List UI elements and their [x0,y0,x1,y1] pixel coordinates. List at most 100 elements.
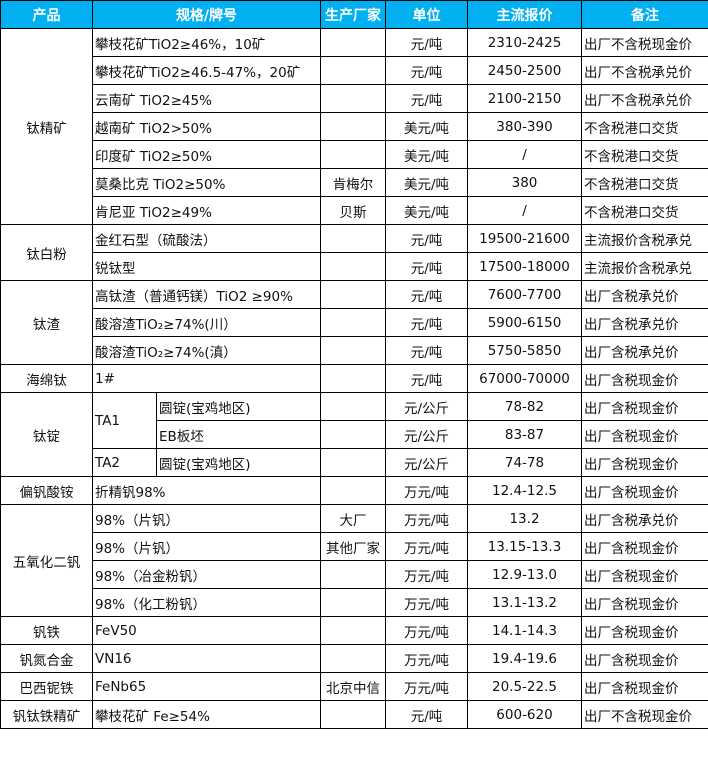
unit-cell: 元/吨 [385,364,468,393]
product-cell: 五氧化二钒 [0,504,93,617]
product-cell: 钛锭 [0,392,93,477]
table-row: 锐钛型 元/吨 17500-18000 主流报价含税承兑 [1,252,708,281]
product-cell: 钛精矿 [0,28,93,225]
header-unit: 单位 [385,0,468,29]
price-cell: 67000-70000 [467,364,582,393]
table-row: 钒铁 FeV50 万元/吨 14.1-14.3 出厂含税现金价 [0,616,708,645]
spec-cell: 98%（片钒） [92,532,321,561]
maker-cell [320,336,386,365]
spec-cell: 金红石型（硫酸法） [92,224,321,253]
header-row: 产品 规格/牌号 生产厂家 单位 主流报价 备注 [0,0,708,29]
note-cell: 出厂含税承兑价 [581,280,708,309]
product-cell: 钒氮合金 [0,644,93,673]
header-spec: 规格/牌号 [92,0,321,29]
maker-cell [320,448,386,477]
maker-cell [320,560,386,589]
unit-cell: 万元/吨 [385,672,468,701]
table-row: TA2 圆锭(宝鸡地区) 元/公斤 74-78 出厂含税现金价 [1,448,708,477]
price-cell: 2450-2500 [467,56,582,85]
unit-cell: 元/吨 [385,224,468,253]
price-cell: 12.9-13.0 [467,560,582,589]
table-row: 越南矿 TiO2>50% 美元/吨 380-390 不含税港口交货 [1,112,708,141]
maker-cell [320,84,386,113]
unit-cell: 美元/吨 [385,168,468,197]
product-cell: 海绵钛 [0,364,93,393]
grade-cell: TA2 [92,448,157,477]
note-cell: 出厂含税现金价 [581,560,708,589]
product-cell: 钛渣 [0,280,93,365]
spec-cell: 圆锭(宝鸡地区) [156,448,321,477]
price-cell: 5900-6150 [467,308,582,337]
unit-cell: 万元/吨 [385,644,468,673]
unit-cell: 万元/吨 [385,560,468,589]
table-row: 巴西铌铁 FeNb65 北京中信 万元/吨 20.5-22.5 出厂含税现金价 [0,672,708,701]
table-row: 钒钛铁精矿 攀枝花矿 Fe≥54% 元/吨 600-620 出厂不含税现金价 [0,700,708,729]
header-maker: 生产厂家 [320,0,386,29]
price-cell: 13.2 [467,504,582,533]
table-row: 肯尼亚 TiO2≥49% 贝斯 美元/吨 / 不含税港口交货 [1,196,708,225]
price-cell: 600-620 [467,700,582,729]
table-row: 莫桑比克 TiO2≥50% 肯梅尔 美元/吨 380 不含税港口交货 [1,168,708,197]
spec-cell: 98%（冶金粉钒） [92,560,321,589]
table-row: 偏钒酸铵 折精钒98% 万元/吨 12.4-12.5 出厂含税现金价 [0,476,708,505]
note-cell: 出厂含税现金价 [581,420,708,449]
note-cell: 不含税港口交货 [581,140,708,169]
spec-cell: FeNb65 [92,672,321,701]
price-cell: 14.1-14.3 [467,616,582,645]
unit-cell: 万元/吨 [385,504,468,533]
spec-cell: 莫桑比克 TiO2≥50% [92,168,321,197]
price-cell: 17500-18000 [467,252,582,281]
maker-cell [320,252,386,281]
price-cell: / [467,196,582,225]
note-cell: 出厂含税现金价 [581,616,708,645]
maker-cell [320,364,386,393]
unit-cell: 元/吨 [385,28,468,57]
maker-cell [320,224,386,253]
unit-cell: 元/吨 [385,56,468,85]
product-cell: 偏钒酸铵 [0,476,93,505]
grade-cell: TA1 [92,392,157,449]
maker-cell [320,420,386,449]
spec-cell: 酸溶渣TiO₂≥74%(滇） [92,336,321,365]
spec-cell: 98%（化工粉钒） [92,588,321,617]
unit-cell: 元/公斤 [385,420,468,449]
maker-cell [320,308,386,337]
spec-cell: VN16 [92,644,321,673]
spec-cell: 98%（片钒） [92,504,321,533]
maker-cell [320,56,386,85]
price-cell: 380-390 [467,112,582,141]
table-row: 酸溶渣TiO₂≥74%(川） 元/吨 5900-6150 出厂含税承兑价 [1,308,708,337]
product-cell: 钒钛铁精矿 [0,700,93,729]
spec-cell: 高钛渣（普通钙镁）TiO2 ≥90% [92,280,321,309]
table-row: 钛精矿 攀枝花矿TiO2≥46%，10矿 元/吨 2310-2425 出厂不含税现金价 [0,28,708,225]
spec-cell: 肯尼亚 TiO2≥49% [92,196,321,225]
unit-cell: 元/吨 [385,84,468,113]
price-cell: 19500-21600 [467,224,582,253]
maker-cell [320,616,386,645]
note-cell: 出厂不含税承兑价 [581,84,708,113]
unit-cell: 元/吨 [385,280,468,309]
maker-cell [320,588,386,617]
spec-cell: 攀枝花矿 Fe≥54% [92,700,321,729]
price-cell: 83-87 [467,420,582,449]
price-cell: 20.5-22.5 [467,672,582,701]
product-cell: 巴西铌铁 [0,672,93,701]
price-cell: 7600-7700 [467,280,582,309]
header-product: 产品 [0,0,93,29]
unit-cell: 万元/吨 [385,588,468,617]
note-cell: 出厂含税承兑价 [581,336,708,365]
spec-cell: 攀枝花矿TiO2≥46.5-47%，20矿 [92,56,321,85]
table-row: 攀枝花矿TiO2≥46.5-47%，20矿 元/吨 2450-2500 出厂不含税承兑… [1,56,708,85]
table-row: 钛锭 TA1 圆锭(宝鸡地区) 元/公斤 78-82 出厂含税现金价 [0,392,708,477]
unit-cell: 美元/吨 [385,140,468,169]
note-cell: 出厂不含税现金价 [581,700,708,729]
header-price: 主流报价 [467,0,582,29]
maker-cell [320,28,386,57]
price-cell: 12.4-12.5 [467,476,582,505]
unit-cell: 万元/吨 [385,532,468,561]
spec-cell: 越南矿 TiO2>50% [92,112,321,141]
note-cell: 出厂不含税承兑价 [581,56,708,85]
price-cell: 13.15-13.3 [467,532,582,561]
unit-cell: 美元/吨 [385,112,468,141]
table-row: 云南矿 TiO2≥45% 元/吨 2100-2150 出厂不含税承兑价 [1,84,708,113]
